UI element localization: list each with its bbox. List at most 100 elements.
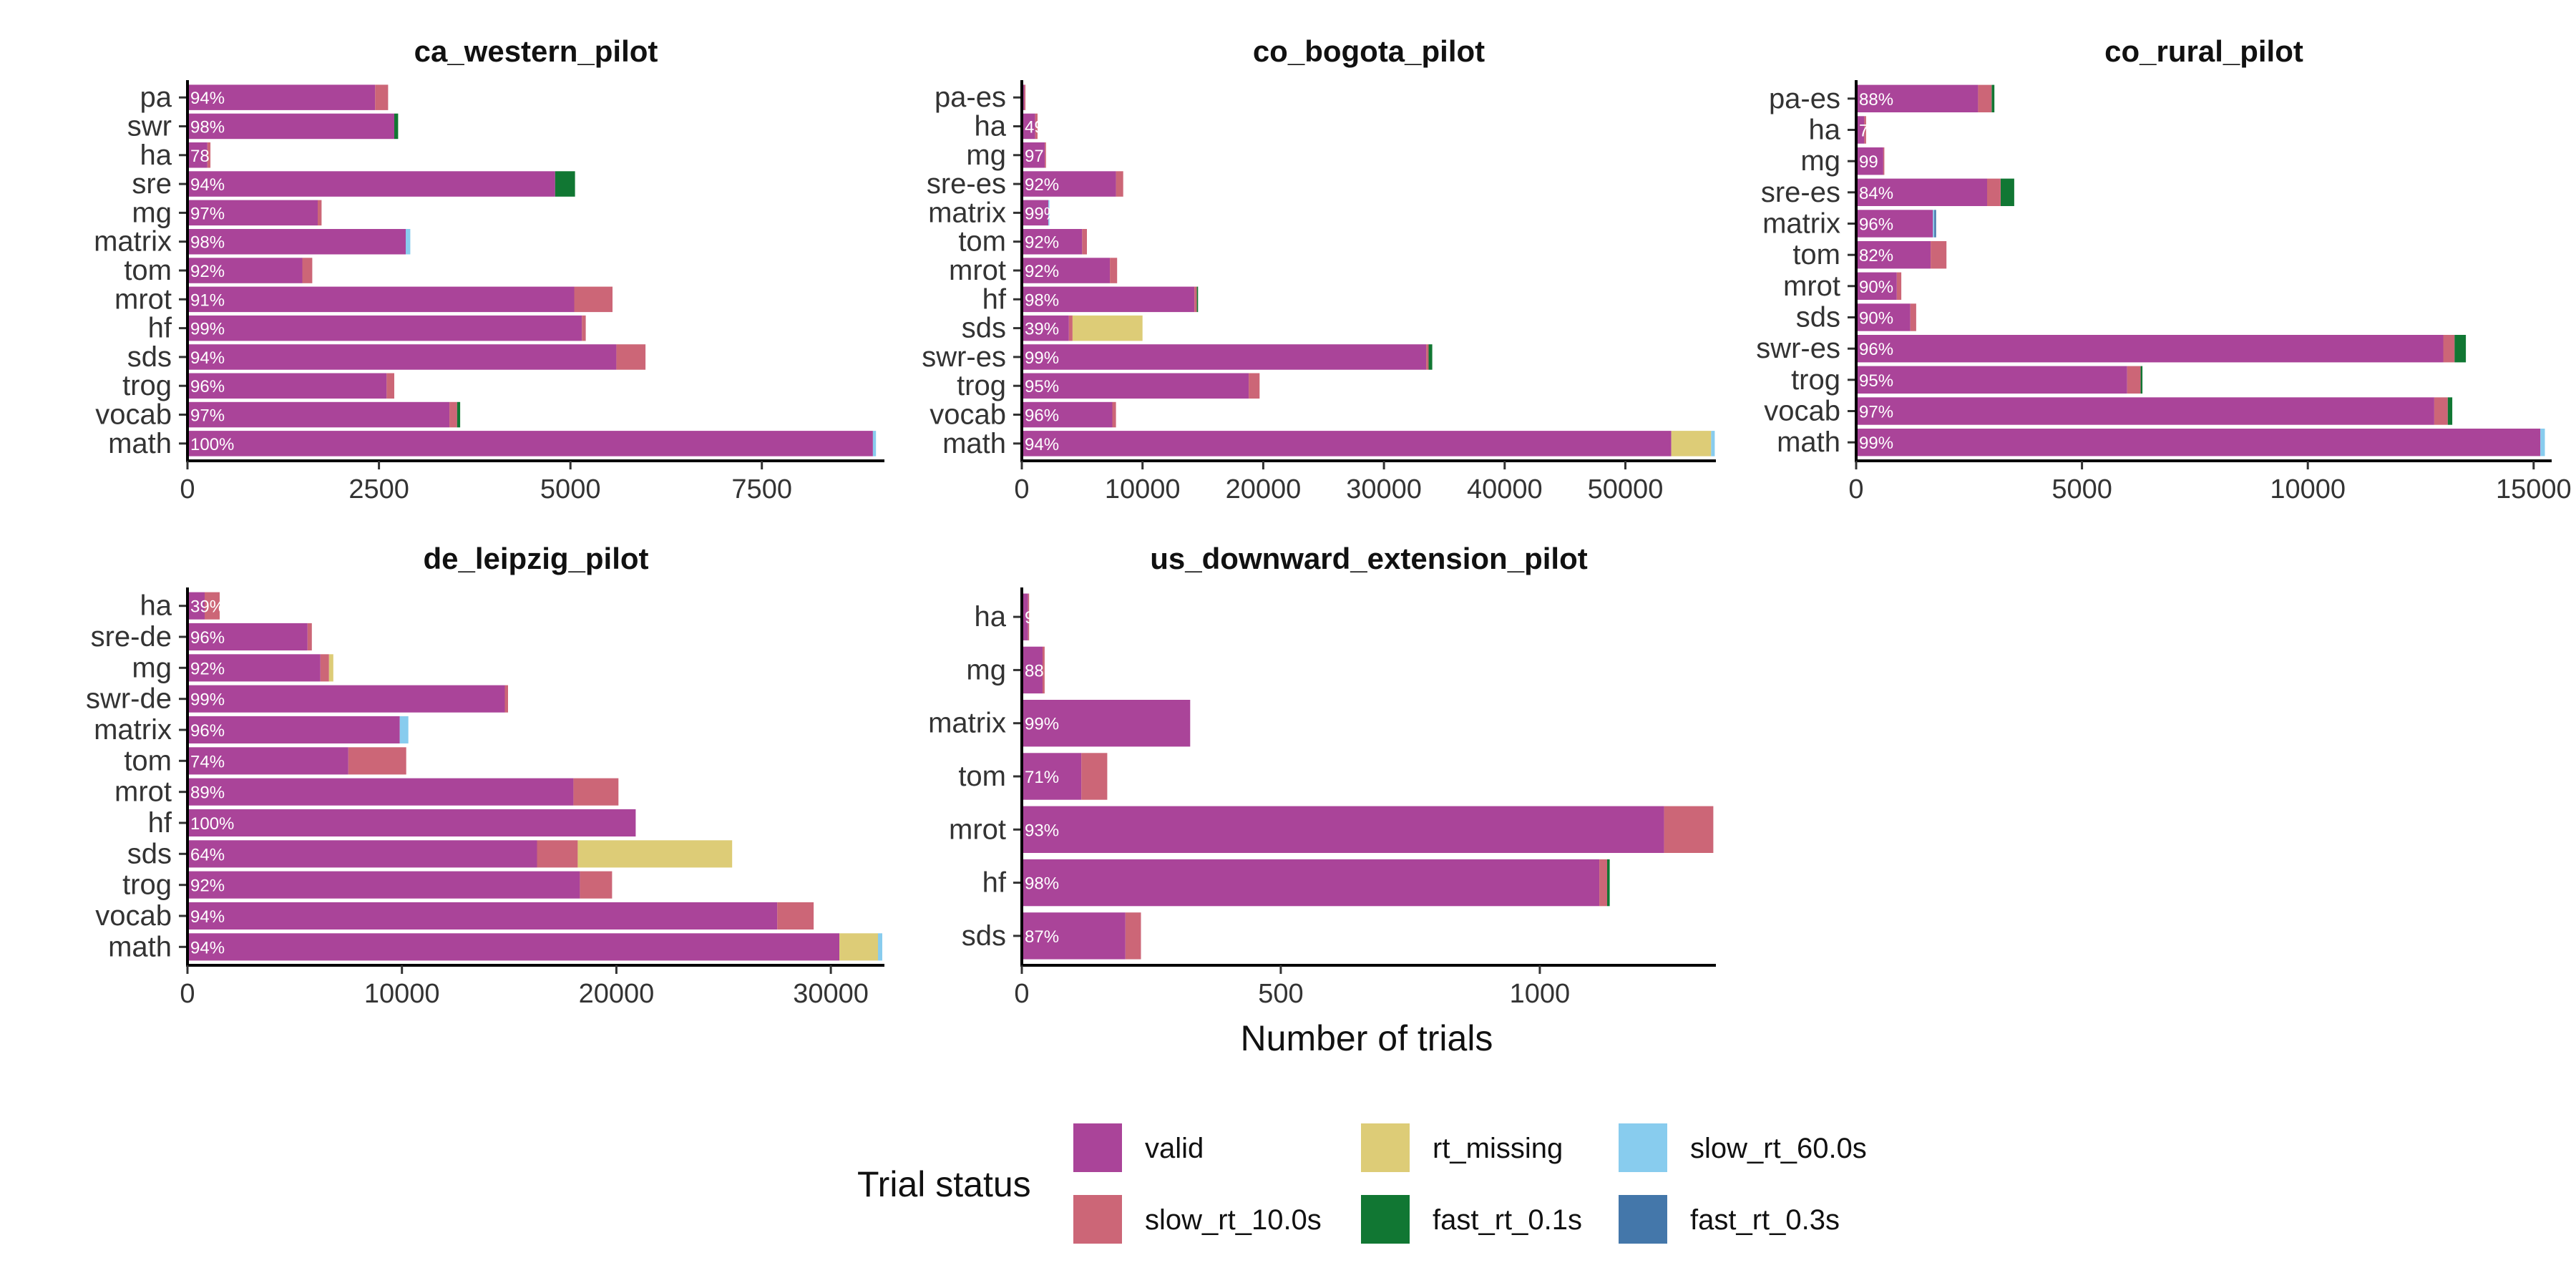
bar-segment-fast_rt_03 [1934,210,1936,238]
bar-trog: 96% [187,373,394,399]
bar-swr-de: 99% [187,685,508,713]
bar-swr-es: 99% [1022,344,1433,370]
bar-segment-valid [187,809,636,836]
category-label: sre-de [91,621,172,653]
bar-segment-valid [1022,286,1195,313]
bar-pa: 94% [187,84,389,110]
category-label: swr-de [86,683,172,715]
x-tick-label: 0 [1848,474,1863,504]
panel-title: ca_western_pilot [414,34,658,68]
bar-segment-slow_rt_10 [1426,344,1429,370]
bar-segment-valid [1022,200,1049,226]
bar-segment-valid [187,113,394,140]
bar-segment-slow_rt_10 [1194,286,1197,313]
bar-segment-fast_rt_01 [1991,84,1995,112]
bar-segment-slow_rt_60 [1933,210,1935,238]
legend-label: rt_missing [1433,1133,1563,1164]
bar-segment-slow_rt_10 [318,200,322,226]
x-tick-label: 0 [1014,979,1029,1009]
bar-segment-slow_rt_10 [1035,113,1038,140]
bar-segment-valid [1856,84,1979,112]
valid-pct-label: 88% [1859,90,1893,109]
bar-segment-valid [187,747,348,775]
bar-segment-valid [1856,178,1987,206]
legend-label: fast_rt_0.3s [1690,1204,1840,1236]
bar-segment-valid [1856,429,2541,457]
bar-swr: 98% [187,113,399,140]
bar-segment-valid [187,286,575,313]
bar-segment-fast_rt_01 [2454,335,2467,363]
bar-tom: 92% [1022,229,1087,255]
valid-pct-label: 97 [1025,147,1044,166]
valid-pct-label: 71% [1025,768,1059,787]
bar-sds: 64% [187,840,733,868]
category-label: pa-es [935,82,1006,113]
legend-label: slow_rt_10.0s [1145,1204,1322,1236]
bar-segment-slow_rt_10 [573,778,619,806]
category-label: matrix [94,714,172,746]
bar-hf: 98% [1022,286,1199,313]
panel-co_rural_pilot: co_rural_pilot 88% pa-es 7 ha 99 mg 84% sre-es 96… [1756,34,2571,504]
category-label: ha [140,140,172,171]
bar-math: 99% [1856,429,2545,457]
x-tick-label: 5000 [2051,474,2112,504]
bar-segment-valid [1022,912,1126,960]
valid-pct-label: 94% [190,938,225,957]
valid-pct-label: 78 [190,147,210,166]
x-tick-label: 15000 [2496,474,2572,504]
bar-segment-slow_rt_10 [1081,753,1108,800]
category-label: hf [148,807,172,839]
bar-tom: 71% [1022,753,1108,800]
bar-segment-fast_rt_01 [2140,366,2143,394]
legend-title: Trial status [857,1164,1031,1204]
valid-pct-label: 95% [1025,377,1059,396]
bar-segment-slow_rt_10 [348,747,406,775]
valid-pct-label: 92% [190,262,225,281]
valid-pct-label: 49 [1025,118,1044,137]
panel-title: co_bogota_pilot [1253,34,1485,68]
x-tick-label: 5000 [540,474,601,504]
panel-title: us_downward_extension_pilot [1150,542,1587,575]
valid-pct-label: 94% [190,89,225,108]
bar-matrix: 99% [1022,700,1191,747]
legend-swatch [1619,1195,1667,1244]
valid-pct-label: 64% [190,845,225,864]
bar-sre-es: 92% [1022,171,1123,197]
bar-mg: 97 [1022,142,1046,168]
valid-pct-label: 91% [190,291,225,310]
category-label: vocab [95,399,172,431]
x-tick-label: 10000 [1105,474,1181,504]
valid-pct-label: 99% [1025,348,1059,368]
bar-segment-rt_missing [839,933,878,961]
legend-label: slow_rt_60.0s [1690,1133,1867,1164]
bar-segment-valid [1022,646,1043,694]
bar-segment-slow_rt_60 [1711,431,1715,457]
bar-segment-rt_missing [1072,315,1143,341]
category-label: matrix [928,197,1006,228]
category-label: trog [122,869,172,901]
category-label: ha [140,590,172,622]
bar-segment-slow_rt_10 [1045,142,1046,168]
valid-pct-label: 7 [1859,122,1868,141]
valid-pct-label: 96% [1025,406,1059,426]
category-label: swr [127,111,172,142]
bar-matrix: 96% [1856,210,1936,238]
category-label: mrot [949,814,1006,845]
legend-swatch [1073,1195,1122,1244]
bar-segment-valid [1856,210,1933,238]
bar-sre-es: 84% [1856,178,2014,206]
bar-segment-slow_rt_10 [1082,229,1087,255]
bar-segment-valid [1856,147,1883,175]
bar-segment-valid [1856,335,2444,363]
legend-label: fast_rt_0.1s [1433,1204,1582,1236]
category-label: pa [140,82,172,113]
bar-segment-valid [1022,171,1116,197]
valid-pct-label: 87% [1025,927,1059,947]
bar-segment-valid [1022,753,1082,800]
bar-mrot: 93% [1022,806,1714,853]
x-tick-label: 20000 [579,979,655,1009]
category-label: math [1777,426,1840,458]
bar-segment-slow_rt_10 [1068,315,1073,341]
bar-ha: 78 [187,142,211,168]
legend-item-slow_rt_10: slow_rt_10.0s [1073,1195,1322,1244]
